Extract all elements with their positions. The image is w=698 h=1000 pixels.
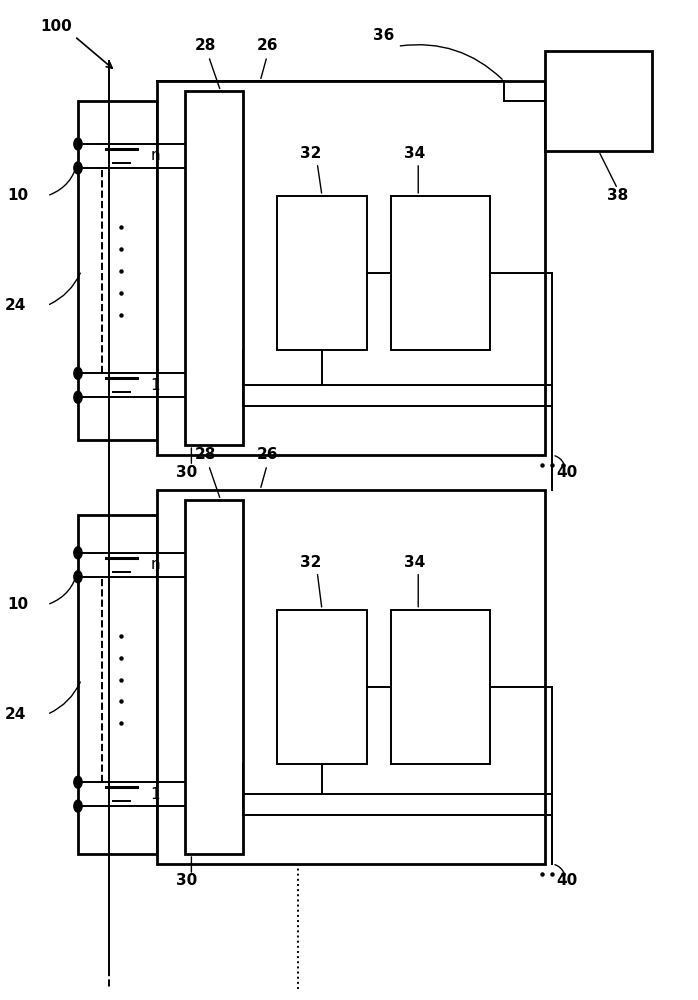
Text: 32: 32: [299, 555, 321, 570]
Bar: [277, 196, 366, 350]
Text: 40: 40: [557, 465, 578, 480]
Text: 24: 24: [5, 298, 27, 313]
Text: 32: 32: [299, 146, 321, 161]
Bar: [277, 610, 366, 764]
Bar: [157, 81, 545, 455]
Text: 26: 26: [256, 447, 278, 462]
Text: 28: 28: [195, 447, 216, 462]
Bar: [545, 51, 652, 151]
Bar: [184, 91, 243, 445]
Text: 30: 30: [176, 873, 198, 888]
Circle shape: [74, 571, 82, 583]
Circle shape: [74, 547, 82, 559]
Bar: [184, 500, 243, 854]
Bar: [157, 490, 545, 864]
Text: 1: 1: [150, 787, 160, 802]
Circle shape: [74, 162, 82, 174]
Circle shape: [74, 138, 82, 150]
Text: 36: 36: [373, 28, 394, 43]
Text: 24: 24: [5, 707, 27, 722]
Bar: [78, 101, 157, 440]
Text: 38: 38: [607, 188, 628, 203]
Text: 10: 10: [8, 188, 29, 203]
Circle shape: [74, 776, 82, 788]
Text: 34: 34: [404, 555, 425, 570]
Text: 100: 100: [40, 19, 72, 34]
Text: 10: 10: [8, 597, 29, 612]
Circle shape: [74, 800, 82, 812]
Text: 40: 40: [557, 873, 578, 888]
Bar: [78, 515, 157, 854]
Text: n: n: [150, 148, 160, 163]
Text: 1: 1: [150, 378, 160, 393]
Bar: [391, 610, 491, 764]
Text: 34: 34: [404, 146, 425, 161]
Circle shape: [74, 391, 82, 403]
Text: n: n: [150, 557, 160, 572]
Circle shape: [74, 367, 82, 379]
Text: 30: 30: [176, 465, 198, 480]
Text: 28: 28: [195, 38, 216, 53]
Text: 26: 26: [256, 38, 278, 53]
Bar: [391, 196, 491, 350]
